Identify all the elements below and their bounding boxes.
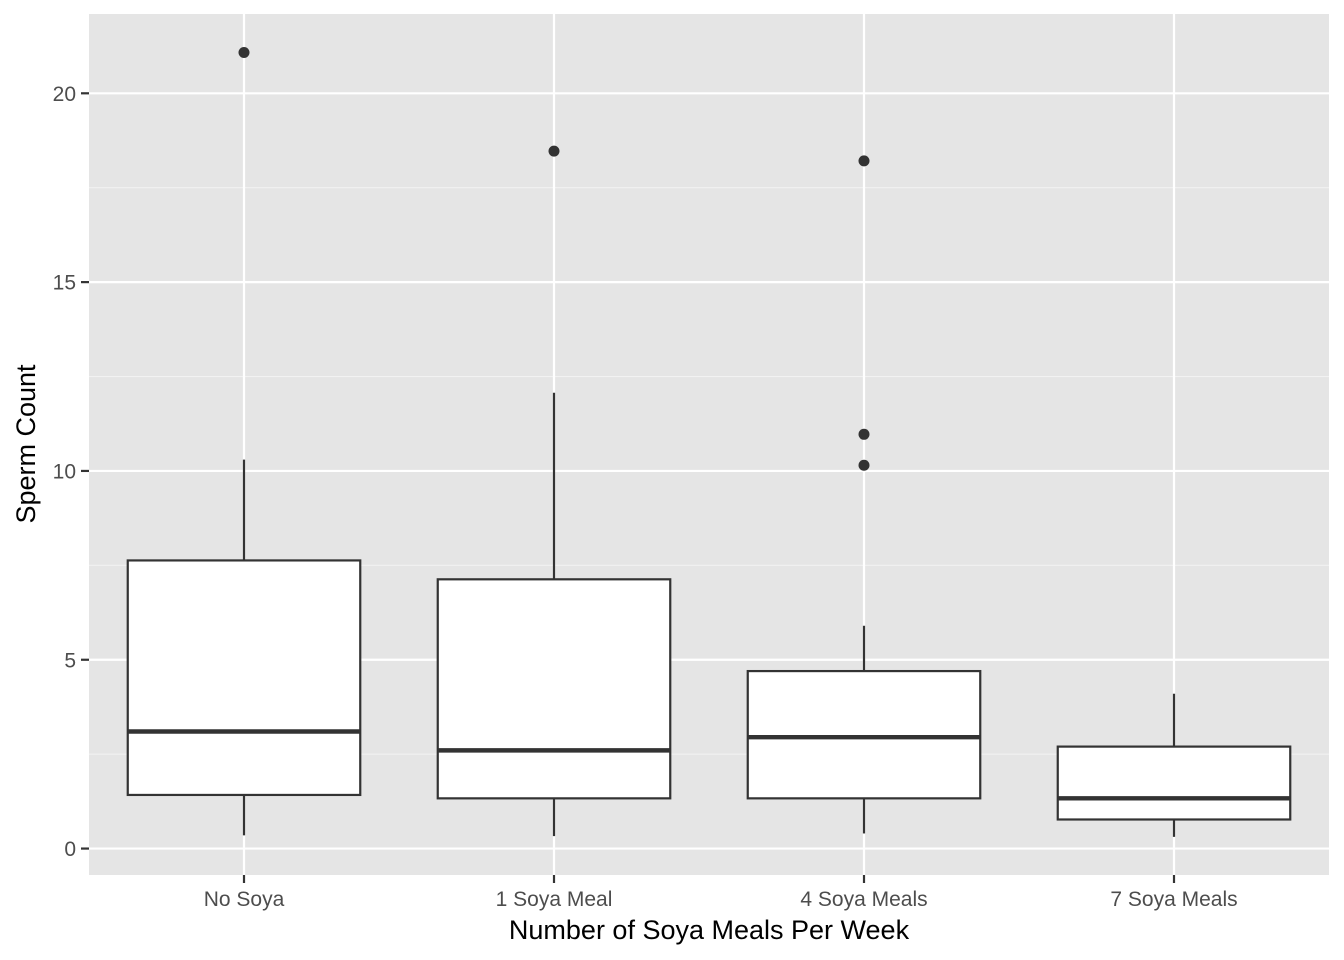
outlier-point bbox=[858, 459, 870, 471]
outlier-point bbox=[548, 145, 560, 157]
box-group bbox=[126, 47, 362, 836]
y-axis-title: Sperm Count bbox=[11, 364, 41, 524]
y-axis: 0 5 10 15 20 bbox=[53, 83, 89, 861]
y-tick-label: 5 bbox=[64, 649, 76, 672]
boxplot-series bbox=[126, 47, 1292, 837]
box-group bbox=[746, 155, 982, 834]
x-tick-label: 1 Soya Meal bbox=[496, 888, 613, 911]
y-tick-label: 15 bbox=[53, 272, 76, 295]
y-tick-label: 20 bbox=[53, 83, 76, 106]
box-iqr bbox=[746, 669, 982, 800]
x-axis: No Soya 1 Soya Meal 4 Soya Meals 7 Soya Mea… bbox=[204, 875, 1238, 911]
x-tick-label: 7 Soya Meals bbox=[1110, 888, 1237, 911]
x-tick-label: No Soya bbox=[204, 888, 285, 911]
outlier-point bbox=[238, 47, 250, 59]
box-iqr bbox=[1056, 745, 1292, 821]
outlier-point bbox=[858, 428, 870, 440]
x-axis-title: Number of Soya Meals Per Week bbox=[509, 915, 910, 945]
box-group bbox=[1056, 693, 1292, 837]
y-tick-label: 10 bbox=[53, 460, 76, 483]
y-tick-label: 0 bbox=[64, 838, 76, 861]
x-tick-label: 4 Soya Meals bbox=[800, 888, 927, 911]
box-group bbox=[436, 145, 672, 837]
box-iqr bbox=[436, 578, 672, 800]
box-iqr bbox=[126, 559, 362, 797]
outlier-point bbox=[858, 155, 870, 167]
